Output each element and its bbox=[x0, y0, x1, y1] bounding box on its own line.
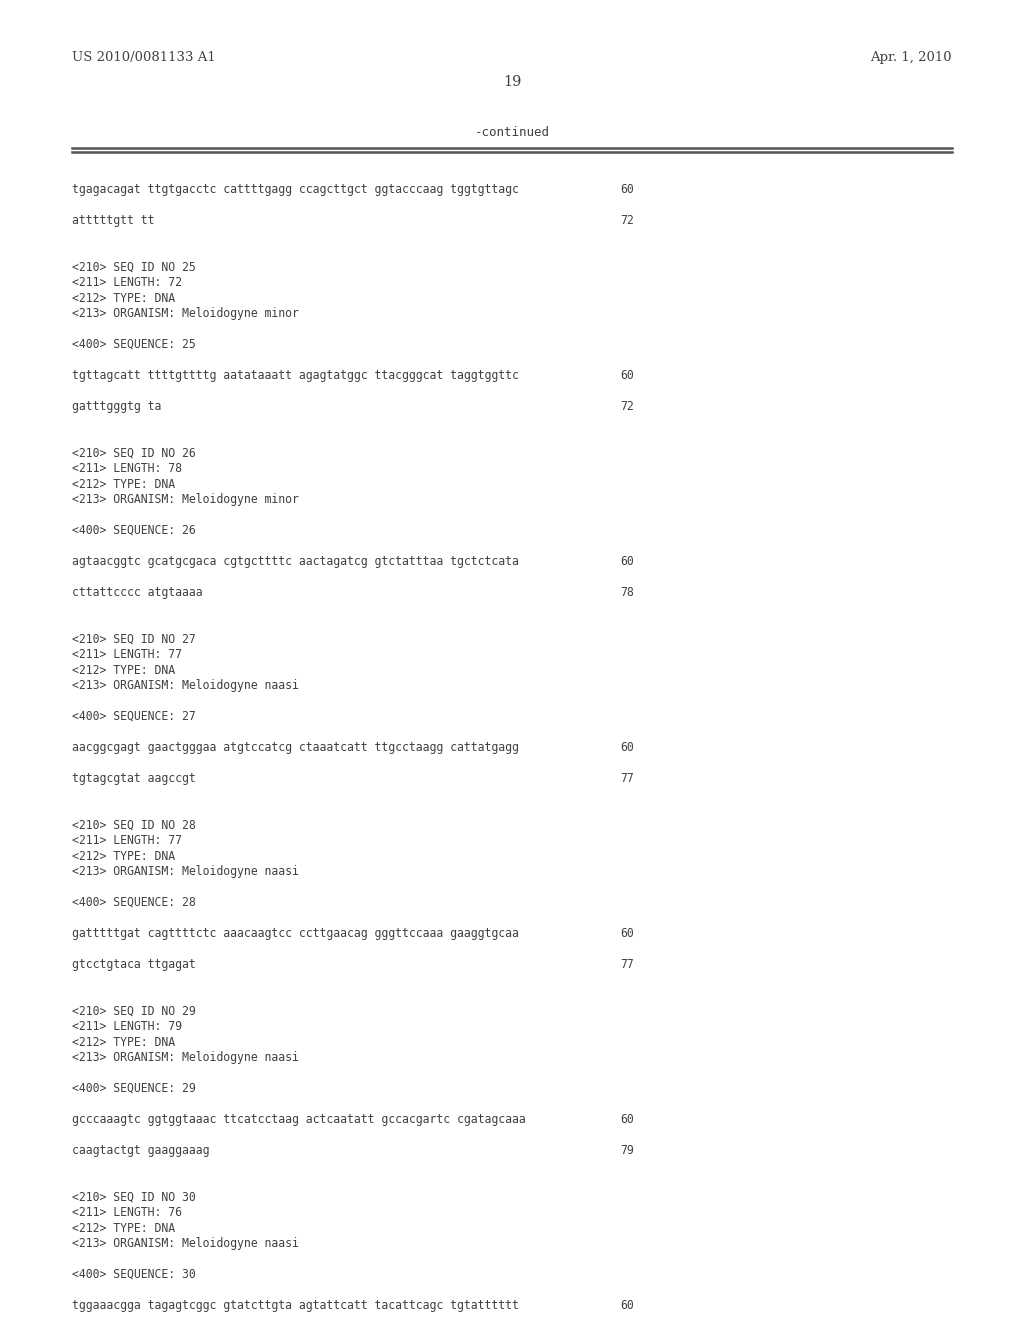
Text: <400> SEQUENCE: 30: <400> SEQUENCE: 30 bbox=[72, 1269, 196, 1280]
Text: 77: 77 bbox=[620, 958, 634, 972]
Text: Apr. 1, 2010: Apr. 1, 2010 bbox=[870, 51, 952, 65]
Text: US 2010/0081133 A1: US 2010/0081133 A1 bbox=[72, 51, 216, 65]
Text: 60: 60 bbox=[620, 370, 634, 381]
Text: <400> SEQUENCE: 25: <400> SEQUENCE: 25 bbox=[72, 338, 196, 351]
Text: 60: 60 bbox=[620, 183, 634, 195]
Text: <213> ORGANISM: Meloidogyne minor: <213> ORGANISM: Meloidogyne minor bbox=[72, 308, 299, 319]
Text: <400> SEQUENCE: 26: <400> SEQUENCE: 26 bbox=[72, 524, 196, 537]
Text: 60: 60 bbox=[620, 1299, 634, 1312]
Text: <211> LENGTH: 72: <211> LENGTH: 72 bbox=[72, 276, 182, 289]
Text: gatttgggtg ta: gatttgggtg ta bbox=[72, 400, 162, 413]
Text: <212> TYPE: DNA: <212> TYPE: DNA bbox=[72, 1035, 175, 1048]
Text: <213> ORGANISM: Meloidogyne minor: <213> ORGANISM: Meloidogyne minor bbox=[72, 492, 299, 506]
Text: <210> SEQ ID NO 30: <210> SEQ ID NO 30 bbox=[72, 1191, 196, 1204]
Text: <210> SEQ ID NO 29: <210> SEQ ID NO 29 bbox=[72, 1005, 196, 1018]
Text: <211> LENGTH: 78: <211> LENGTH: 78 bbox=[72, 462, 182, 475]
Text: tgttagcatt ttttgttttg aatataaatt agagtatggc ttacgggcat taggtggttc: tgttagcatt ttttgttttg aatataaatt agagtat… bbox=[72, 370, 519, 381]
Text: tgtagcgtat aagccgt: tgtagcgtat aagccgt bbox=[72, 772, 196, 785]
Text: 60: 60 bbox=[620, 927, 634, 940]
Text: caagtactgt gaaggaaag: caagtactgt gaaggaaag bbox=[72, 1144, 210, 1158]
Text: <211> LENGTH: 77: <211> LENGTH: 77 bbox=[72, 834, 182, 847]
Text: gtcctgtaca ttgagat: gtcctgtaca ttgagat bbox=[72, 958, 196, 972]
Text: gatttttgat cagttttctc aaacaagtcc ccttgaacag gggttccaaa gaaggtgcaa: gatttttgat cagttttctc aaacaagtcc ccttgaa… bbox=[72, 927, 519, 940]
Text: <212> TYPE: DNA: <212> TYPE: DNA bbox=[72, 478, 175, 491]
Text: <210> SEQ ID NO 28: <210> SEQ ID NO 28 bbox=[72, 818, 196, 832]
Text: <212> TYPE: DNA: <212> TYPE: DNA bbox=[72, 1221, 175, 1234]
Text: 60: 60 bbox=[620, 1113, 634, 1126]
Text: <211> LENGTH: 77: <211> LENGTH: 77 bbox=[72, 648, 182, 661]
Text: <210> SEQ ID NO 25: <210> SEQ ID NO 25 bbox=[72, 260, 196, 273]
Text: <213> ORGANISM: Meloidogyne naasi: <213> ORGANISM: Meloidogyne naasi bbox=[72, 1051, 299, 1064]
Text: 72: 72 bbox=[620, 400, 634, 413]
Text: 78: 78 bbox=[620, 586, 634, 599]
Text: atttttgtt tt: atttttgtt tt bbox=[72, 214, 155, 227]
Text: gcccaaagtc ggtggtaaac ttcatcctaag actcaatatt gccacgartc cgatagcaaa: gcccaaagtc ggtggtaaac ttcatcctaag actcaa… bbox=[72, 1113, 525, 1126]
Text: <210> SEQ ID NO 27: <210> SEQ ID NO 27 bbox=[72, 632, 196, 645]
Text: 19: 19 bbox=[503, 75, 521, 88]
Text: 72: 72 bbox=[620, 214, 634, 227]
Text: tggaaacgga tagagtcggc gtatcttgta agtattcatt tacattcagc tgtatttttt: tggaaacgga tagagtcggc gtatcttgta agtattc… bbox=[72, 1299, 519, 1312]
Text: <400> SEQUENCE: 27: <400> SEQUENCE: 27 bbox=[72, 710, 196, 723]
Text: <400> SEQUENCE: 29: <400> SEQUENCE: 29 bbox=[72, 1082, 196, 1096]
Text: <210> SEQ ID NO 26: <210> SEQ ID NO 26 bbox=[72, 446, 196, 459]
Text: 60: 60 bbox=[620, 554, 634, 568]
Text: tgagacagat ttgtgacctc cattttgagg ccagcttgct ggtacccaag tggtgttagc: tgagacagat ttgtgacctc cattttgagg ccagctt… bbox=[72, 183, 519, 195]
Text: <211> LENGTH: 76: <211> LENGTH: 76 bbox=[72, 1206, 182, 1218]
Text: <212> TYPE: DNA: <212> TYPE: DNA bbox=[72, 292, 175, 305]
Text: <400> SEQUENCE: 28: <400> SEQUENCE: 28 bbox=[72, 896, 196, 909]
Text: -continued: -continued bbox=[474, 125, 550, 139]
Text: <212> TYPE: DNA: <212> TYPE: DNA bbox=[72, 664, 175, 676]
Text: <213> ORGANISM: Meloidogyne naasi: <213> ORGANISM: Meloidogyne naasi bbox=[72, 1237, 299, 1250]
Text: aacggcgagt gaactgggaa atgtccatcg ctaaatcatt ttgcctaagg cattatgagg: aacggcgagt gaactgggaa atgtccatcg ctaaatc… bbox=[72, 741, 519, 754]
Text: 79: 79 bbox=[620, 1144, 634, 1158]
Text: <213> ORGANISM: Meloidogyne naasi: <213> ORGANISM: Meloidogyne naasi bbox=[72, 678, 299, 692]
Text: agtaacggtc gcatgcgaca cgtgcttttc aactagatcg gtctatttaa tgctctcata: agtaacggtc gcatgcgaca cgtgcttttc aactaga… bbox=[72, 554, 519, 568]
Text: <212> TYPE: DNA: <212> TYPE: DNA bbox=[72, 850, 175, 862]
Text: <213> ORGANISM: Meloidogyne naasi: <213> ORGANISM: Meloidogyne naasi bbox=[72, 865, 299, 878]
Text: <211> LENGTH: 79: <211> LENGTH: 79 bbox=[72, 1020, 182, 1034]
Text: 60: 60 bbox=[620, 741, 634, 754]
Text: 77: 77 bbox=[620, 772, 634, 785]
Text: cttattcccc atgtaaaa: cttattcccc atgtaaaa bbox=[72, 586, 203, 599]
